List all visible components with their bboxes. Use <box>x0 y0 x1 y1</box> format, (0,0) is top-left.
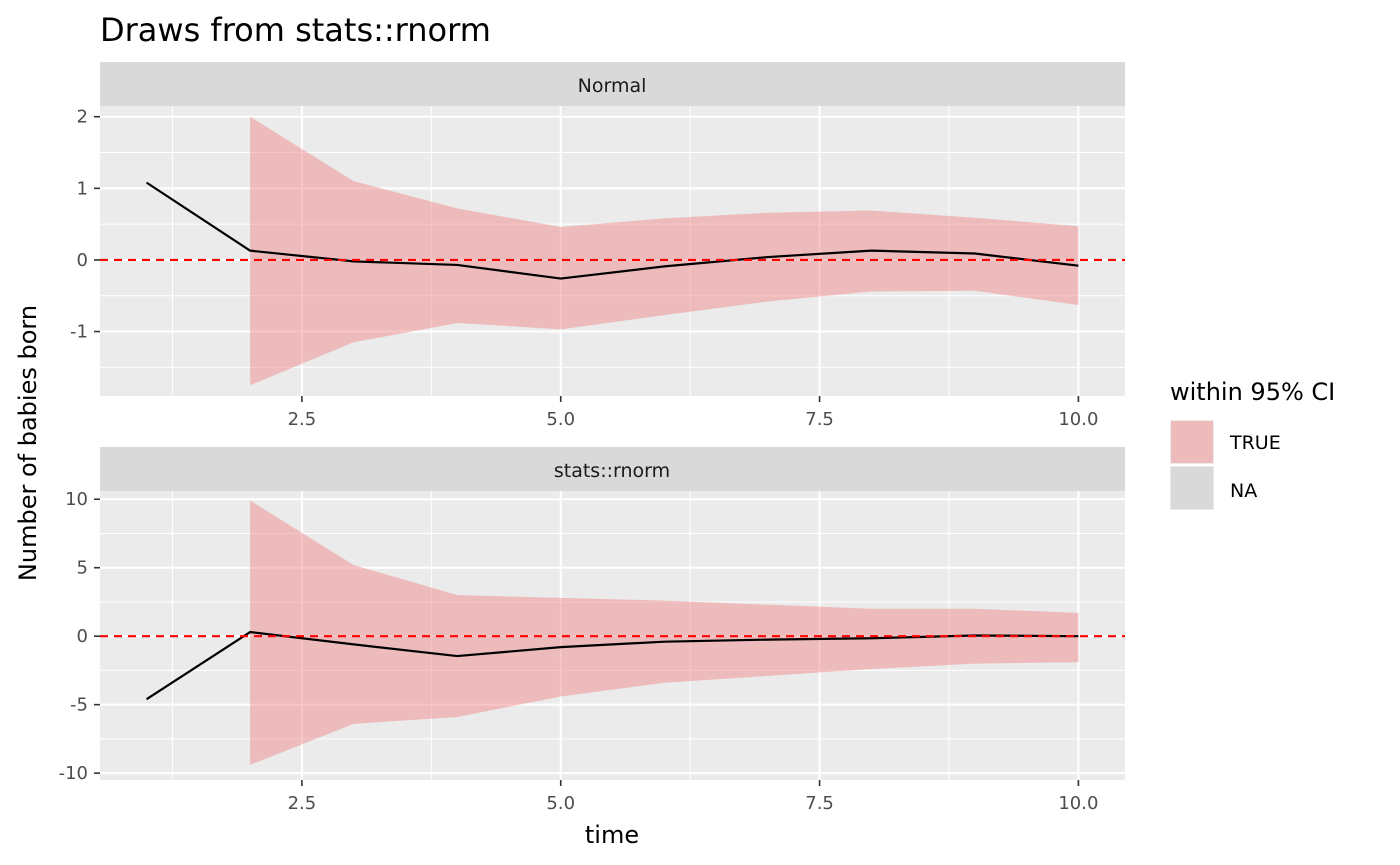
chart-title: Draws from stats::rnorm <box>100 11 491 49</box>
x-tick-labels: 2.5 5.0 7.5 10.0 <box>288 793 1099 814</box>
x-tick-label: 7.5 <box>805 409 834 430</box>
y-tick-labels: -10 -5 0 5 10 <box>59 489 88 784</box>
x-tick-labels: 2.5 5.0 7.5 10.0 <box>288 409 1099 430</box>
y-tick-label: 5 <box>77 558 88 579</box>
y-tick-label: -1 <box>70 322 88 343</box>
series-line <box>145 630 1079 701</box>
x-tick-label: 10.0 <box>1058 793 1098 814</box>
legend-key-background <box>1170 420 1214 464</box>
x-tick-label: 2.5 <box>288 409 317 430</box>
y-axis-title: Number of babies born <box>14 305 42 581</box>
y-tick-label: -5 <box>70 695 88 716</box>
confidence-ribbon <box>250 116 1079 386</box>
strip-background <box>100 62 1125 106</box>
legend-key-true <box>1171 421 1213 463</box>
y-tick-label: 1 <box>77 178 88 199</box>
strip-background <box>100 447 1125 491</box>
x-axis-title: time <box>585 821 639 849</box>
y-tick-label: 0 <box>77 250 88 271</box>
x-tick-label: 5.0 <box>546 409 575 430</box>
legend: within 95% CI TRUE NA <box>1170 378 1335 510</box>
legend-label-true: TRUE <box>1229 432 1281 454</box>
x-tick-label: 5.0 <box>546 793 575 814</box>
x-tick-label: 7.5 <box>805 793 834 814</box>
strip-label-stats-rnorm: stats::rnorm <box>554 460 670 482</box>
y-tick-label: 2 <box>77 107 88 128</box>
facet-panel-normal: Normal -1 0 1 2 2.5 5.0 7.5 10.0 <box>70 62 1125 430</box>
y-tick-labels: -1 0 1 2 <box>70 107 88 343</box>
x-tick-label: 10.0 <box>1058 409 1098 430</box>
panel-background <box>100 106 1125 396</box>
facet-panel-stats-rnorm: stats::rnorm -10 -5 0 5 10 2.5 5.0 7.5 1… <box>59 447 1125 814</box>
y-tick-label: -10 <box>59 763 88 784</box>
panel-plot-area <box>100 106 1125 396</box>
panel-plot-area <box>100 491 1125 780</box>
confidence-ribbon <box>250 500 1079 765</box>
strip-label-normal: Normal <box>578 75 647 97</box>
legend-label-na: NA <box>1230 480 1257 502</box>
x-tick-label: 2.5 <box>288 793 317 814</box>
legend-key-na <box>1171 467 1213 509</box>
y-tick-label: 0 <box>77 626 88 647</box>
y-tick-label: 10 <box>65 489 88 510</box>
series-line <box>145 181 1079 280</box>
legend-title: within 95% CI <box>1170 378 1335 406</box>
